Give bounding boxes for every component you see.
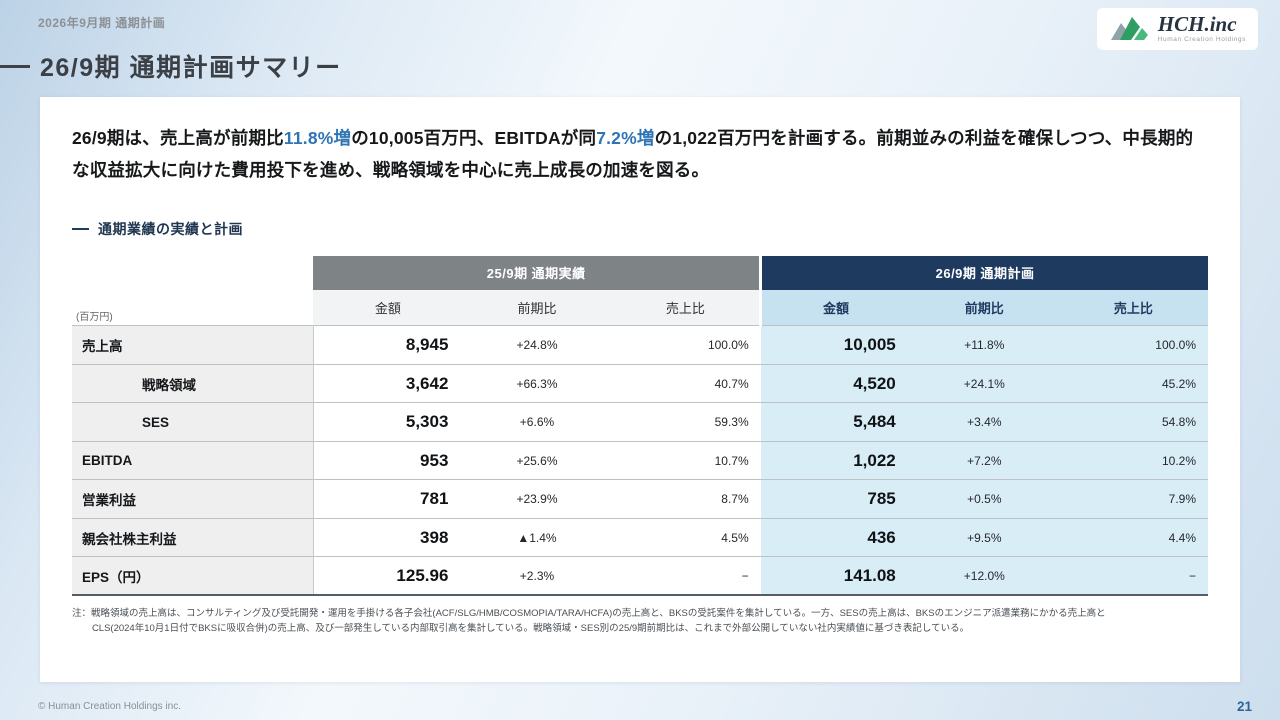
hch-logo-chevron-icon — [1110, 17, 1148, 40]
group-header-spacer — [72, 256, 313, 290]
cell-amount: 398 — [420, 527, 449, 547]
col-header-yoy: 前期比 — [909, 289, 1059, 326]
cell-yoy: +24.8% — [516, 338, 558, 352]
cell-yoy: ▲1.4% — [517, 530, 557, 545]
cell-ratio: 8.7% — [721, 492, 749, 506]
cell-amount: 8,945 — [405, 335, 449, 354]
cell-yoy: +6.6% — [519, 415, 555, 429]
content-card: 26/9期は、売上高が前期比11.8%増の10,005百万円、EBITDAが同7… — [40, 97, 1240, 682]
row-label: 親会社株主利益 — [72, 518, 314, 557]
cell-ratio: 4.5% — [721, 530, 749, 545]
cell-yoy: +25.6% — [516, 453, 558, 468]
footnote-line: CLS(2024年10月1日付でBKSに吸収合併)の売上高、及び一部発生している… — [91, 622, 970, 634]
cell-amount: 125.96 — [396, 565, 449, 585]
cell-amount: 1,022 — [760, 441, 910, 480]
cell-yoy: +24.1% — [909, 364, 1059, 403]
cell-ratio: 100.0% — [1058, 325, 1208, 365]
logo-subtitle: Human Creation Holdings — [1157, 36, 1246, 44]
cell-ratio: 100.0% — [707, 338, 749, 352]
cell-yoy: +11.8% — [909, 325, 1059, 365]
summary-highlight: 7.2%増 — [596, 128, 655, 148]
logo-text: HCH.inc Human Creation Holdings — [1158, 14, 1246, 44]
results-plan-table: 25/9期 通期実績 26/9期 通期計画 (百万円) 金額 前期比 売上比 金… — [72, 255, 1208, 597]
cell-ratio: 59.3% — [714, 415, 749, 429]
table-row: EBITDA 953 +25.6% 10.7% 1,022 +7.2% 10.2… — [72, 441, 1208, 480]
cell-yoy: +2.3% — [519, 568, 555, 583]
cell-yoy: +12.0% — [909, 556, 1059, 596]
summary-segment: の1,022百万円を計画する。前期並みの利益を確保しつつ、中長期的な収益拡大に向… — [72, 128, 1194, 181]
table-column-header-row: (百万円) 金額 前期比 売上比 金額 前期比 売上比 — [72, 289, 1208, 326]
cell-ratio: 10.7% — [714, 453, 749, 468]
summary-highlight: 11.8%増 — [283, 128, 352, 148]
cell-amount: 436 — [760, 518, 910, 557]
table-row: 戦略領域 3,642 +66.3% 40.7% 4,520 +24.1% 45.… — [72, 364, 1208, 403]
cell-amount: 5,484 — [760, 402, 910, 442]
cell-ratio: 4.4% — [1058, 518, 1208, 557]
col-header-ratio: 売上比 — [611, 289, 761, 326]
copyright: © Human Creation Holdings inc. — [38, 701, 181, 712]
cell-ratio: 7.9% — [1058, 479, 1208, 519]
footnote-line: 注：戦略領域の売上高は、コンサルティング及び受託開発・運用を手掛ける各子会社(A… — [72, 608, 1106, 620]
col-header-amount: 金額 — [759, 289, 910, 326]
summary-segment: の10,005百万円、EBITDAが同 — [351, 128, 597, 148]
row-label: EBITDA — [72, 441, 314, 480]
col-header-yoy: 前期比 — [462, 289, 612, 326]
cell-ratio: − — [1058, 556, 1208, 596]
cell-ratio: − — [741, 568, 749, 583]
cell-amount: 781 — [420, 489, 449, 508]
table-row: EPS（円） 125.96 +2.3% − 141.08 +12.0% − — [72, 556, 1208, 596]
col-header-amount: 金額 — [313, 289, 463, 326]
section-dash-decoration — [72, 227, 89, 230]
eyebrow-label: 2026年9月期 通期計画 — [38, 16, 166, 30]
cell-amount: 141.08 — [760, 556, 910, 596]
logo-name: HCH.inc — [1157, 12, 1237, 37]
summary-segment: 26/9期は、売上高が前期比 — [72, 128, 284, 148]
table-row: 親会社株主利益 398 ▲1.4% 4.5% 436 +9.5% 4.4% — [72, 518, 1208, 557]
unit-label: (百万円) — [76, 312, 113, 324]
slide-footer: © Human Creation Holdings inc. 21 — [38, 699, 1252, 714]
cell-ratio: 10.2% — [1058, 441, 1208, 480]
cell-amount: 785 — [760, 479, 910, 519]
section-heading: 通期業績の実績と計画 — [72, 219, 1208, 239]
table-row: SES 5,303 +6.6% 59.3% 5,484 +3.4% 54.8% — [72, 402, 1208, 442]
cell-amount: 10,005 — [760, 325, 910, 365]
cell-yoy: +9.5% — [909, 518, 1059, 557]
cell-yoy: +7.2% — [909, 441, 1059, 480]
cell-amount: 953 — [420, 450, 449, 470]
cell-amount: 5,303 — [405, 412, 449, 431]
title-dash-decoration — [0, 64, 30, 68]
cell-ratio: 40.7% — [714, 376, 749, 391]
page-title: 26/9期 通期計画サマリー — [40, 54, 342, 82]
cell-yoy: +66.3% — [516, 376, 558, 391]
cell-amount: 3,642 — [405, 373, 449, 393]
title-row: 26/9期 通期計画サマリー — [0, 48, 342, 84]
group-header-actual: 25/9期 通期実績 — [313, 255, 761, 290]
section-title: 通期業績の実績と計画 — [98, 220, 243, 237]
footnote: 注：戦略領域の売上高は、コンサルティング及び受託開発・運用を手掛ける各子会社(A… — [72, 607, 1208, 636]
page-number: 21 — [1236, 699, 1252, 714]
row-label: 戦略領域 — [72, 364, 314, 403]
cell-yoy: +23.9% — [516, 492, 558, 506]
cell-amount: 4,520 — [760, 364, 910, 403]
summary-text: 26/9期は、売上高が前期比11.8%増の10,005百万円、EBITDAが同7… — [72, 122, 1208, 187]
cell-ratio: 54.8% — [1058, 402, 1208, 442]
cell-ratio: 45.2% — [1058, 364, 1208, 403]
row-label: 営業利益 — [72, 479, 314, 519]
cell-yoy: +3.4% — [909, 402, 1059, 442]
group-header-plan: 26/9期 通期計画 — [759, 255, 1208, 290]
cell-yoy: +0.5% — [909, 479, 1059, 519]
row-label: 売上高 — [72, 325, 314, 365]
table-row: 営業利益 781 +23.9% 8.7% 785 +0.5% 7.9% — [72, 479, 1208, 519]
table-group-header-row: 25/9期 通期実績 26/9期 通期計画 — [72, 255, 1208, 290]
col-header-ratio: 売上比 — [1058, 289, 1208, 326]
table-row: 売上高 8,945 +24.8% 100.0% 10,005 +11.8% 10… — [72, 325, 1208, 365]
row-label: SES — [72, 402, 314, 442]
row-label: EPS（円） — [72, 556, 314, 596]
hch-logo: HCH.inc Human Creation Holdings — [1096, 8, 1258, 50]
